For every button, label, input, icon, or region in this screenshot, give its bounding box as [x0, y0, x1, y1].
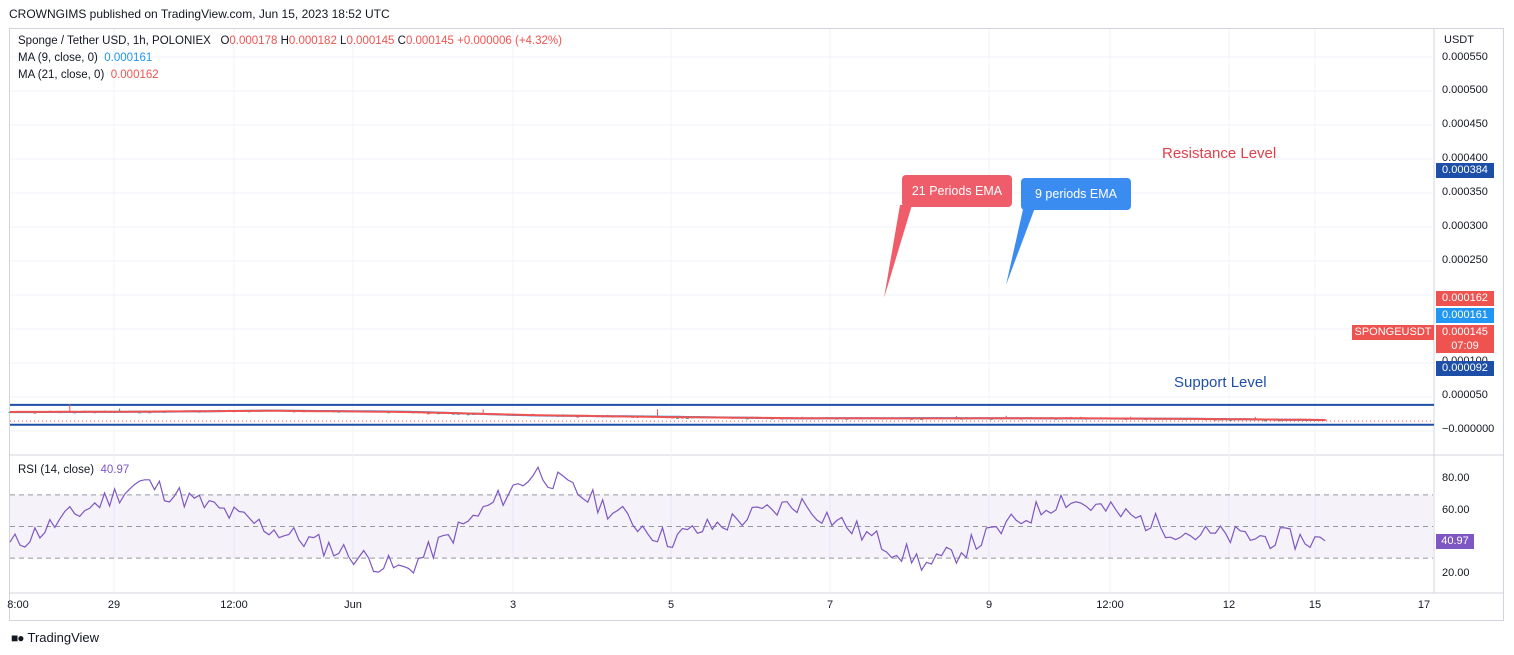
ohlc-open: O0.000178 — [220, 35, 278, 47]
candle-body — [920, 418, 924, 420]
chart-grid — [9, 29, 1504, 594]
rsi-tick: 20.00 — [1442, 567, 1470, 579]
time-tick: 9 — [985, 599, 993, 611]
ma21-legend[interactable]: MA (21, close, 0) 0.000162 — [18, 69, 159, 81]
price-tick: 0.000400 — [1442, 152, 1488, 164]
candle-body — [675, 417, 679, 419]
candle-body — [451, 413, 455, 415]
time-tick: 12 — [1222, 599, 1236, 611]
ma21-line — [9, 409, 1326, 421]
time-tick: 12:00 — [1096, 599, 1124, 611]
time-tick: 29 — [107, 599, 121, 611]
ma9-price-tag: 0.000161 — [1436, 308, 1494, 323]
bar-countdown: 07:09 — [1451, 340, 1479, 352]
candle-body — [33, 412, 37, 414]
resistance-price-tag: 0.000384 — [1436, 163, 1494, 178]
ma21-price-tag: 0.000162 — [1436, 291, 1494, 306]
candle-body — [147, 412, 151, 414]
rsi-tick: 60.00 — [1442, 504, 1470, 516]
price-tick: 0.000050 — [1442, 389, 1488, 401]
price-tick: 0.000450 — [1442, 118, 1488, 130]
support-resistance-levels — [10, 403, 1434, 426]
candle-body — [685, 417, 689, 419]
symbol-legend: Sponge / Tether USD, 1h, POLONIEX O0.000… — [18, 35, 562, 47]
ema21-pointer — [884, 205, 912, 298]
time-tick: 5 — [667, 599, 675, 611]
support-label: Support Level — [1174, 374, 1267, 391]
candle-body — [576, 416, 580, 418]
candle-body — [745, 418, 749, 420]
ohlc-close: C0.000145 — [397, 35, 454, 47]
candle-body — [138, 412, 142, 414]
price-tick: −0.000000 — [1442, 423, 1495, 435]
price-tick: 0.000500 — [1442, 84, 1488, 96]
ma9-legend[interactable]: MA (9, close, 0) 0.000161 — [18, 52, 153, 64]
tradingview-icon: ■● — [11, 630, 24, 645]
resistance-label: Resistance Level — [1162, 145, 1277, 162]
ema9-pointer — [1006, 205, 1036, 285]
candle-body — [426, 413, 430, 415]
candle-body — [1278, 420, 1282, 422]
price-tick: 0.000300 — [1442, 220, 1488, 232]
rsi-pane — [9, 465, 1433, 574]
price-tick: 0.000550 — [1442, 51, 1488, 63]
price-tick: 0.000350 — [1442, 186, 1488, 198]
candle-body — [1228, 419, 1232, 421]
candle-body — [466, 414, 470, 416]
ohlc-high: H0.000182 — [280, 35, 337, 47]
rsi-tick: 80.00 — [1442, 472, 1470, 484]
publish-note: CROWNGIMS published on TradingView.com, … — [9, 7, 390, 21]
rsi-legend[interactable]: RSI (14, close) 40.97 — [18, 464, 130, 476]
price-tick: 0.000250 — [1442, 254, 1488, 266]
ema9-callout: 9 periods EMA — [1021, 178, 1131, 210]
tradingview-logo[interactable]: ■● TradingView — [11, 630, 100, 645]
rsi-line — [9, 465, 1326, 574]
moving-averages — [9, 409, 1326, 422]
time-tick: Jun — [344, 599, 362, 611]
time-tick: 17 — [1417, 599, 1431, 611]
candle-body — [1263, 420, 1267, 422]
time-tick: 15 — [1308, 599, 1322, 611]
chart-frame — [9, 28, 1504, 621]
currency-label: USDT — [1444, 34, 1474, 46]
price-change: +0.000006 (+4.32%) — [457, 35, 562, 47]
candle-body — [989, 418, 993, 420]
time-tick: 3 — [509, 599, 517, 611]
ema-callouts — [884, 205, 1036, 298]
symbol-tag: SPONGEUSDT — [1352, 325, 1434, 340]
time-tick: 8:00 — [7, 599, 29, 611]
ohlc-low: L0.000145 — [340, 35, 395, 47]
last-price-tag: 0.000145 07:09 — [1436, 325, 1494, 353]
rsi-value-tag: 40.97 — [1436, 534, 1474, 549]
support-price-tag: 0.000092 — [1436, 361, 1494, 376]
ema21-callout: 21 Periods EMA — [902, 175, 1012, 207]
time-tick: 7 — [826, 599, 834, 611]
symbol-title: Sponge / Tether USD, 1h, POLONIEX — [18, 35, 211, 47]
time-tick: 12:00 — [220, 599, 248, 611]
